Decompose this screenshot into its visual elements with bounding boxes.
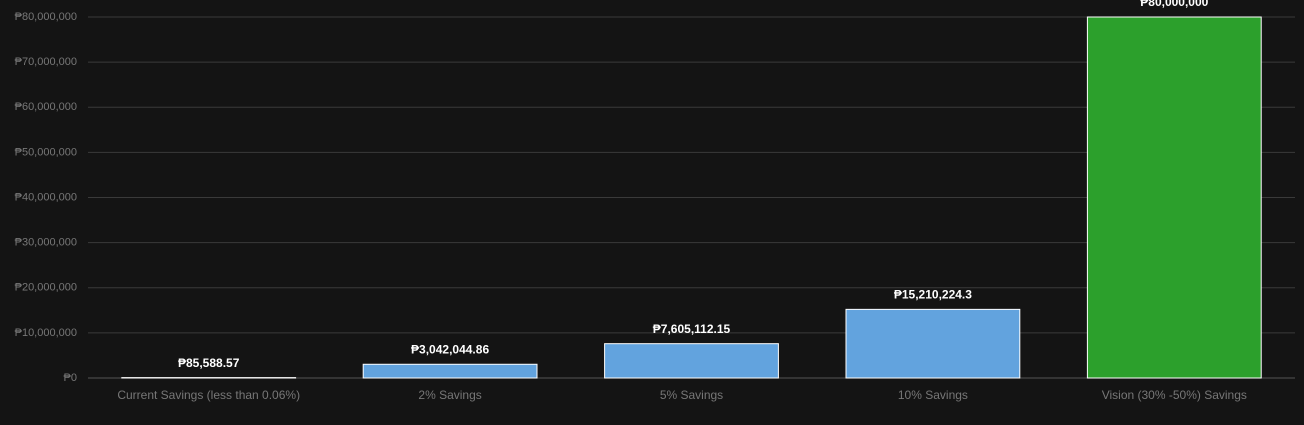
value-label: ₱85,588.57 [178, 356, 240, 370]
bar [362, 363, 538, 379]
value-label: ₱3,042,044.86 [411, 342, 489, 356]
y-tick-label: ₱40,000,000 [15, 191, 77, 203]
bar [845, 308, 1021, 379]
y-tick-label: ₱20,000,000 [15, 282, 77, 294]
y-tick-label: ₱80,000,000 [15, 11, 77, 23]
y-tick-label: ₱30,000,000 [15, 237, 77, 249]
x-tick-label: 5% Savings [660, 388, 723, 402]
value-label: ₱7,605,112.15 [653, 322, 731, 336]
x-tick-label: 10% Savings [898, 388, 968, 402]
y-tick-label: ₱70,000,000 [15, 56, 77, 68]
y-tick-label: ₱0 [64, 372, 77, 384]
y-tick-label: ₱60,000,000 [15, 101, 77, 113]
bar [1086, 16, 1262, 379]
value-label: ₱15,210,224.3 [894, 288, 972, 302]
y-tick-label: ₱10,000,000 [15, 327, 77, 339]
bar [604, 343, 779, 379]
x-tick-label: 2% Savings [418, 388, 481, 402]
x-tick-label: Current Savings (less than 0.06%) [117, 388, 300, 402]
x-tick-label: Vision (30% -50%) Savings [1102, 388, 1247, 402]
value-label: ₱80,000,000 [1140, 0, 1208, 9]
y-tick-label: ₱50,000,000 [15, 146, 77, 158]
